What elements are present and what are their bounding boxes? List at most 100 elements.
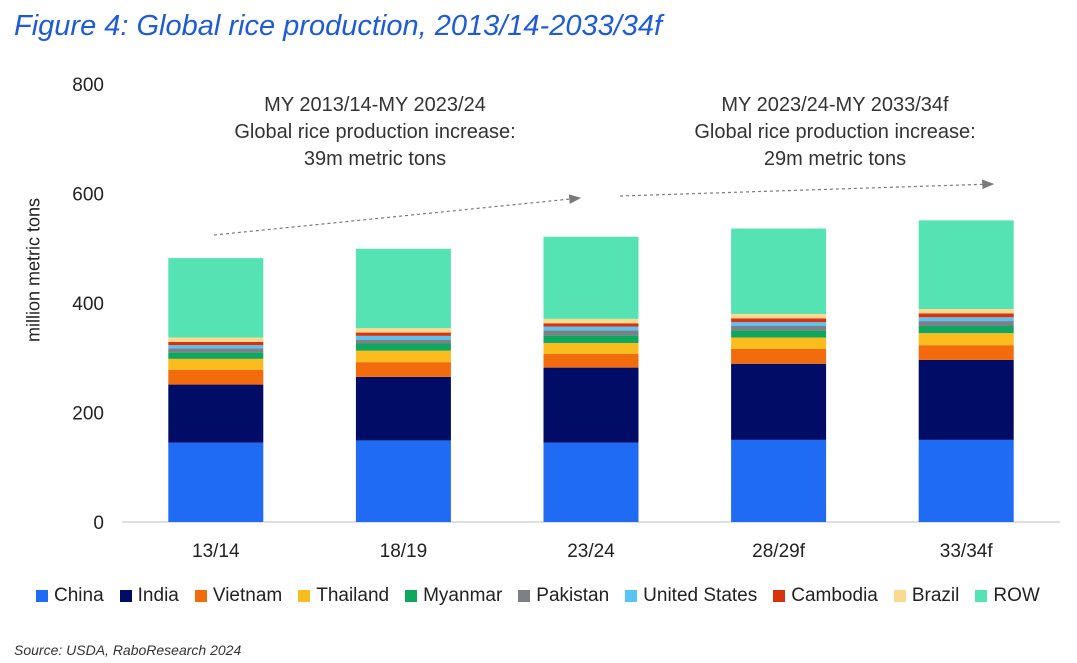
y-tick-label: 400: [72, 294, 104, 315]
bar-segment-vietnam: [543, 353, 639, 368]
legend-item: Pakistan: [518, 585, 609, 607]
x-tick-label: 28/29f: [752, 541, 806, 562]
legend-swatch: [405, 590, 418, 602]
bar-segment-row: [168, 258, 264, 338]
annotation-right-line2: Global rice production increase:: [694, 121, 976, 143]
bar-segment-row: [918, 220, 1014, 310]
source-text: USDA, RaboResearch 2024: [66, 642, 242, 658]
bar-segment-china: [355, 440, 451, 522]
bar-segment-united-states: [731, 322, 827, 326]
annotation-left-line3: 39m metric tons: [303, 148, 447, 170]
bar-segment-myanmar: [355, 343, 451, 351]
legend-swatch: [518, 590, 531, 602]
stacked-bar-chart: 0 200 400 600 800 13/14 18/19 23/24 28/29f 33/34f: [72, 75, 1060, 562]
bar-segment-thailand: [918, 333, 1014, 346]
bar-segment-cambodia: [168, 341, 264, 346]
bar-segment-pakistan: [731, 325, 827, 331]
bar-segment-vietnam: [731, 348, 827, 364]
trend-arrow-left: [213, 194, 582, 236]
bar-segment-myanmar: [543, 335, 639, 343]
legend-item: Vietnam: [194, 585, 283, 607]
bar-segment-pakistan: [168, 348, 264, 353]
source-note: Source: USDA, RaboResearch 2024: [14, 642, 241, 658]
legend-label: Vietnam: [212, 585, 283, 606]
legend-label: China: [54, 585, 104, 606]
legend-item: Cambodia: [773, 585, 878, 607]
x-tick-label: 33/34f: [940, 541, 994, 562]
legend-item: United States: [625, 585, 757, 607]
x-tick-label: 18/19: [380, 541, 428, 562]
bar-segment-thailand: [168, 358, 264, 370]
bar-segment-brazil: [731, 313, 827, 319]
bar-segment-vietnam: [918, 345, 1014, 360]
legend-item: China: [36, 585, 104, 607]
bar-segment-row: [731, 228, 827, 314]
bar-segment-cambodia: [543, 323, 639, 327]
bar-segment-india: [355, 376, 451, 441]
bar-segment-cambodia: [918, 313, 1014, 318]
legend-swatch: [36, 590, 48, 602]
legend-label: Cambodia: [791, 585, 878, 606]
bar-segment-row: [355, 248, 451, 329]
bar-segment-thailand: [543, 342, 639, 354]
legend-label: ROW: [993, 585, 1040, 606]
legend-label: Myanmar: [423, 585, 503, 606]
legend-item: Thailand: [298, 585, 389, 607]
bar-segment-thailand: [355, 350, 451, 363]
bar-segment-cambodia: [731, 318, 827, 323]
bar-segment-myanmar: [731, 330, 827, 338]
bar-segment-pakistan: [918, 321, 1014, 326]
y-tick-label: 800: [72, 75, 104, 96]
trend-arrow-right: [619, 179, 995, 197]
legend-swatch: [975, 590, 988, 602]
x-tick-label: 23/24: [567, 541, 615, 562]
bar-segment-myanmar: [918, 325, 1014, 334]
bar-segment-brazil: [168, 337, 264, 342]
legend-label: Pakistan: [536, 585, 610, 606]
bar-segment-myanmar: [168, 352, 264, 359]
annotation-right-line3: 29m metric tons: [763, 148, 907, 170]
legend-swatch: [194, 590, 207, 602]
y-tick-label: 0: [93, 513, 104, 534]
annotation-right: MY 2023/24-MY 2033/34f Global rice produ…: [655, 92, 1015, 173]
bar-segment-united-states: [543, 326, 639, 331]
bar-segment-brazil: [918, 309, 1014, 314]
bar-segment-china: [543, 442, 639, 522]
bar-segment-united-states: [918, 317, 1014, 322]
bar-segment-thailand: [731, 337, 827, 349]
bar-segment-india: [168, 384, 264, 443]
bar-segment-china: [918, 439, 1014, 522]
annotation-left: MY 2013/14-MY 2023/24 Global rice produc…: [195, 92, 555, 173]
legend-label: Thailand: [316, 585, 390, 606]
bar-segment-pakistan: [543, 330, 639, 336]
bar-segment-vietnam: [168, 369, 264, 385]
bar-segment-pakistan: [355, 339, 451, 344]
legend-swatch: [773, 590, 786, 602]
bar-segment-row: [543, 236, 639, 319]
chart-legend: China India Vietnam Thailand Myanmar Pakistan…: [36, 585, 1056, 607]
bar-segment-cambodia: [355, 332, 451, 336]
y-tick-label: 600: [72, 185, 104, 206]
bar-segment-china: [731, 439, 827, 522]
bar-segment-brazil: [355, 328, 451, 333]
bar-segment-india: [543, 367, 639, 443]
bar-segment-brazil: [543, 318, 639, 324]
bar-segment-india: [918, 359, 1014, 440]
legend-label: Brazil: [911, 585, 960, 606]
bar-segment-united-states: [168, 345, 264, 349]
bar-segment-vietnam: [355, 362, 451, 377]
legend-item: India: [119, 585, 179, 607]
annotation-right-line1: MY 2023/24-MY 2033/34f: [721, 94, 949, 116]
y-tick-label: 200: [72, 404, 104, 425]
legend-swatch: [298, 590, 311, 602]
legend-swatch: [893, 590, 906, 602]
legend-item: Myanmar: [405, 585, 502, 607]
x-tick-label: 13/14: [192, 541, 240, 562]
bar-segment-india: [731, 363, 827, 440]
legend-item: Brazil: [893, 585, 960, 607]
annotation-left-line1: MY 2013/14-MY 2023/24: [264, 94, 486, 116]
legend-swatch: [625, 590, 638, 602]
annotation-left-line2: Global rice production increase:: [234, 121, 516, 143]
bar-segment-united-states: [355, 335, 451, 340]
source-label: Source:: [14, 642, 63, 658]
